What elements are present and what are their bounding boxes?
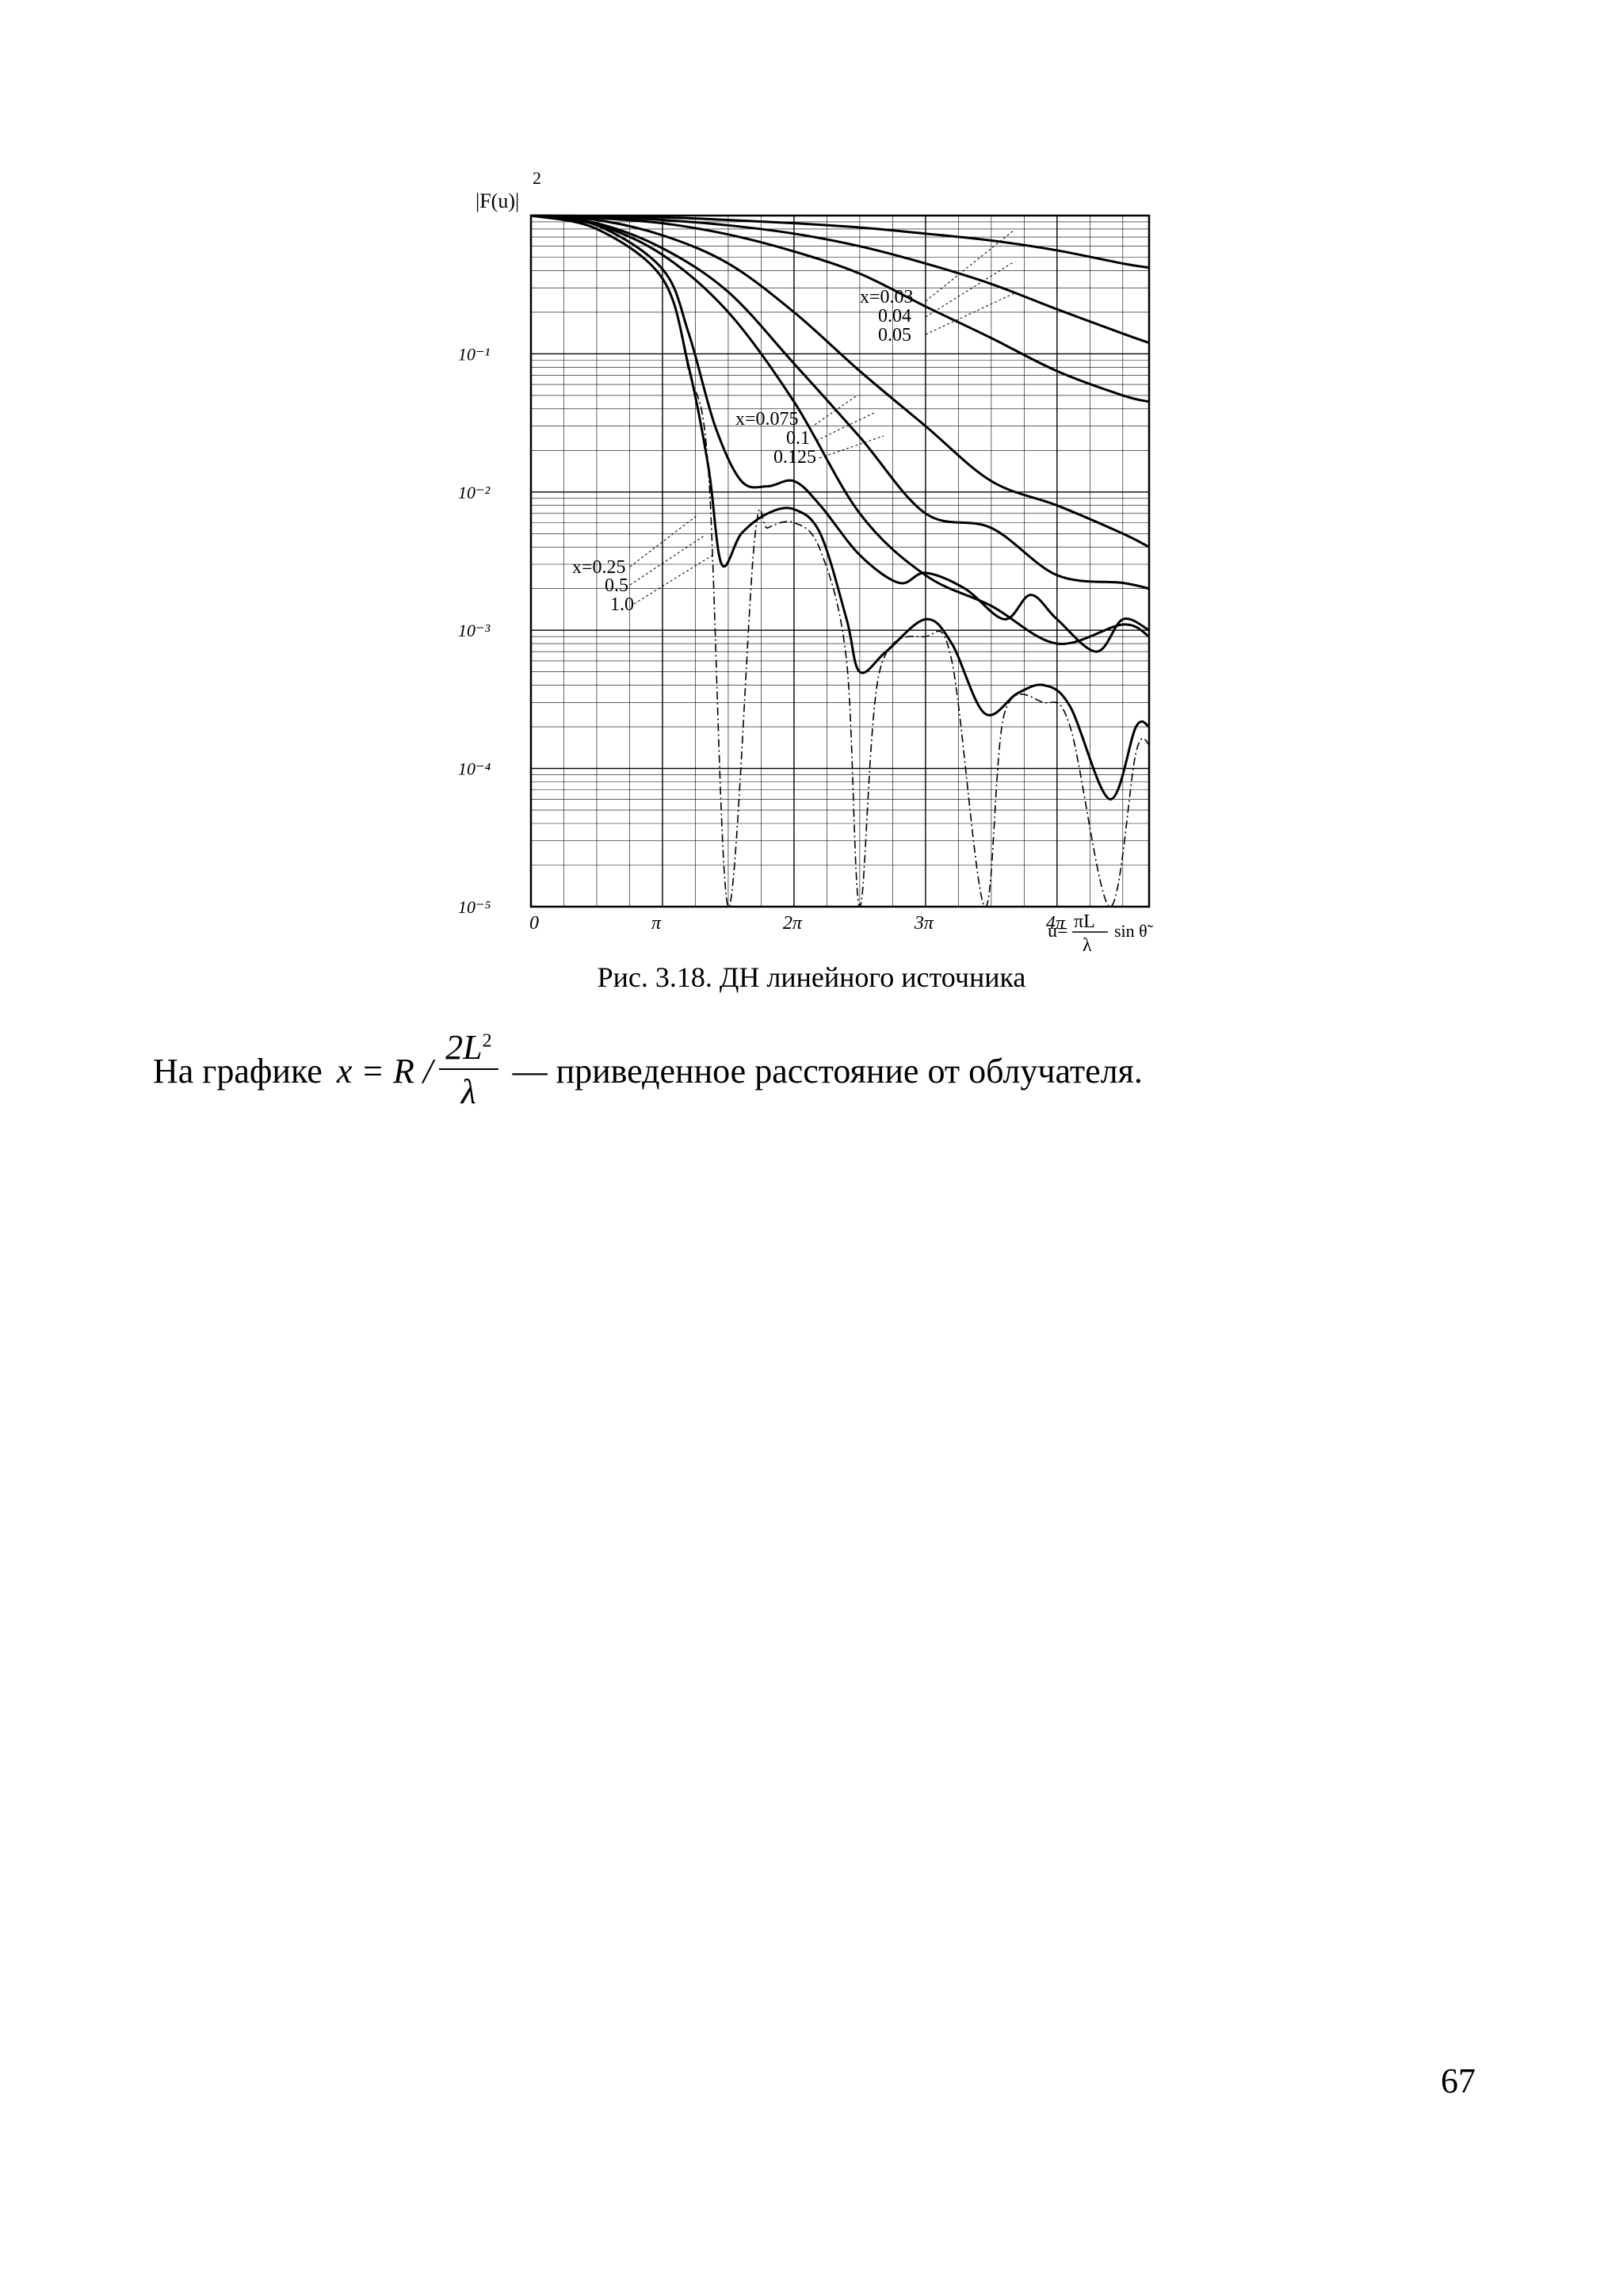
x-axis-label-suffix: sin θ̃: [1114, 921, 1154, 941]
y-tick-label: 10⁻²: [458, 483, 491, 502]
series-line: [530, 214, 1150, 345]
page-number: 67: [1441, 2061, 1476, 2100]
y-axis-label: |F(u)|: [475, 189, 519, 212]
series-line: [530, 214, 1150, 548]
curve-label: 0.5: [605, 575, 628, 596]
curve-labels-far: x=0.03 0.04 0.05: [860, 229, 1015, 346]
curve-label: 0.05: [878, 325, 911, 346]
series-line: [530, 214, 1150, 653]
chart-curves: [530, 214, 1150, 907]
x-tick-label: 0: [529, 913, 539, 934]
y-tick-label: 10⁻⁴: [458, 759, 491, 779]
curve-labels-near: x=0.25 0.5 1.0: [572, 514, 714, 615]
series-line: [530, 214, 1150, 645]
y-tick-label: 10⁻³: [458, 621, 491, 640]
series-line: [530, 214, 1150, 269]
body-suffix: — приведенное расстояние от облучателя.: [512, 1052, 1143, 1091]
body-paragraph: На графике x = R / 2L2 λ — приведенное р…: [153, 1028, 1143, 1114]
curve-label: 1.0: [610, 594, 634, 615]
formula-numerator: 2L: [445, 1028, 483, 1067]
x-tick-label: π: [651, 913, 662, 934]
formula-lhs: x = R /: [336, 1052, 433, 1091]
x-tick-label: 4π: [1046, 913, 1066, 934]
x-tick-label: 3π: [914, 913, 934, 934]
antenna-pattern-chart: |F(u)| 2 10⁻¹ 10⁻² 10⁻³ 10⁻⁴ 10⁻⁵ 0 π 2π 3π 4π u…: [458, 168, 1154, 956]
curve-labels-mid: x=0.075 0.1 0.125: [735, 395, 884, 468]
series-line: [530, 214, 1150, 590]
curve-label: 0.1: [786, 428, 810, 449]
figure-caption: Рис. 3.18. ДН линейного источника: [597, 961, 1026, 993]
formula: x = R / 2L2 λ: [336, 1028, 505, 1114]
x-tick-label: 2π: [783, 913, 803, 934]
curve-label: x=0.03: [860, 287, 914, 308]
series-line: [530, 214, 1150, 800]
series-line: [530, 215, 1150, 907]
y-tick-label: 10⁻⁵: [458, 897, 491, 917]
y-tick-label: 10⁻¹: [458, 344, 490, 364]
curve-label: 0.125: [773, 447, 816, 468]
x-axis-label-num: πL: [1074, 911, 1095, 932]
plot-frame: [529, 214, 1151, 908]
series-line: [530, 214, 1150, 403]
curve-label: x=0.25: [572, 557, 626, 578]
x-axis-label-den: λ: [1083, 935, 1092, 956]
body-prefix: На графике: [153, 1052, 323, 1091]
formula-fraction: 2L2 λ: [439, 1028, 498, 1114]
formula-denominator: λ: [460, 1072, 476, 1112]
curve-label: x=0.075: [735, 409, 799, 430]
formula-numerator-power: 2: [482, 1030, 492, 1052]
x-axis-label-prefix: u=: [1048, 921, 1068, 942]
y-axis-label-power: 2: [533, 168, 541, 188]
curve-label: 0.04: [878, 306, 911, 327]
